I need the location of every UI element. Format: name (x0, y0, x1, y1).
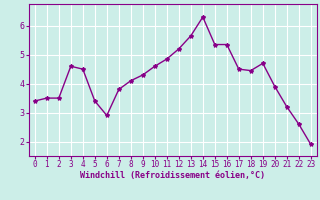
X-axis label: Windchill (Refroidissement éolien,°C): Windchill (Refroidissement éolien,°C) (80, 171, 265, 180)
